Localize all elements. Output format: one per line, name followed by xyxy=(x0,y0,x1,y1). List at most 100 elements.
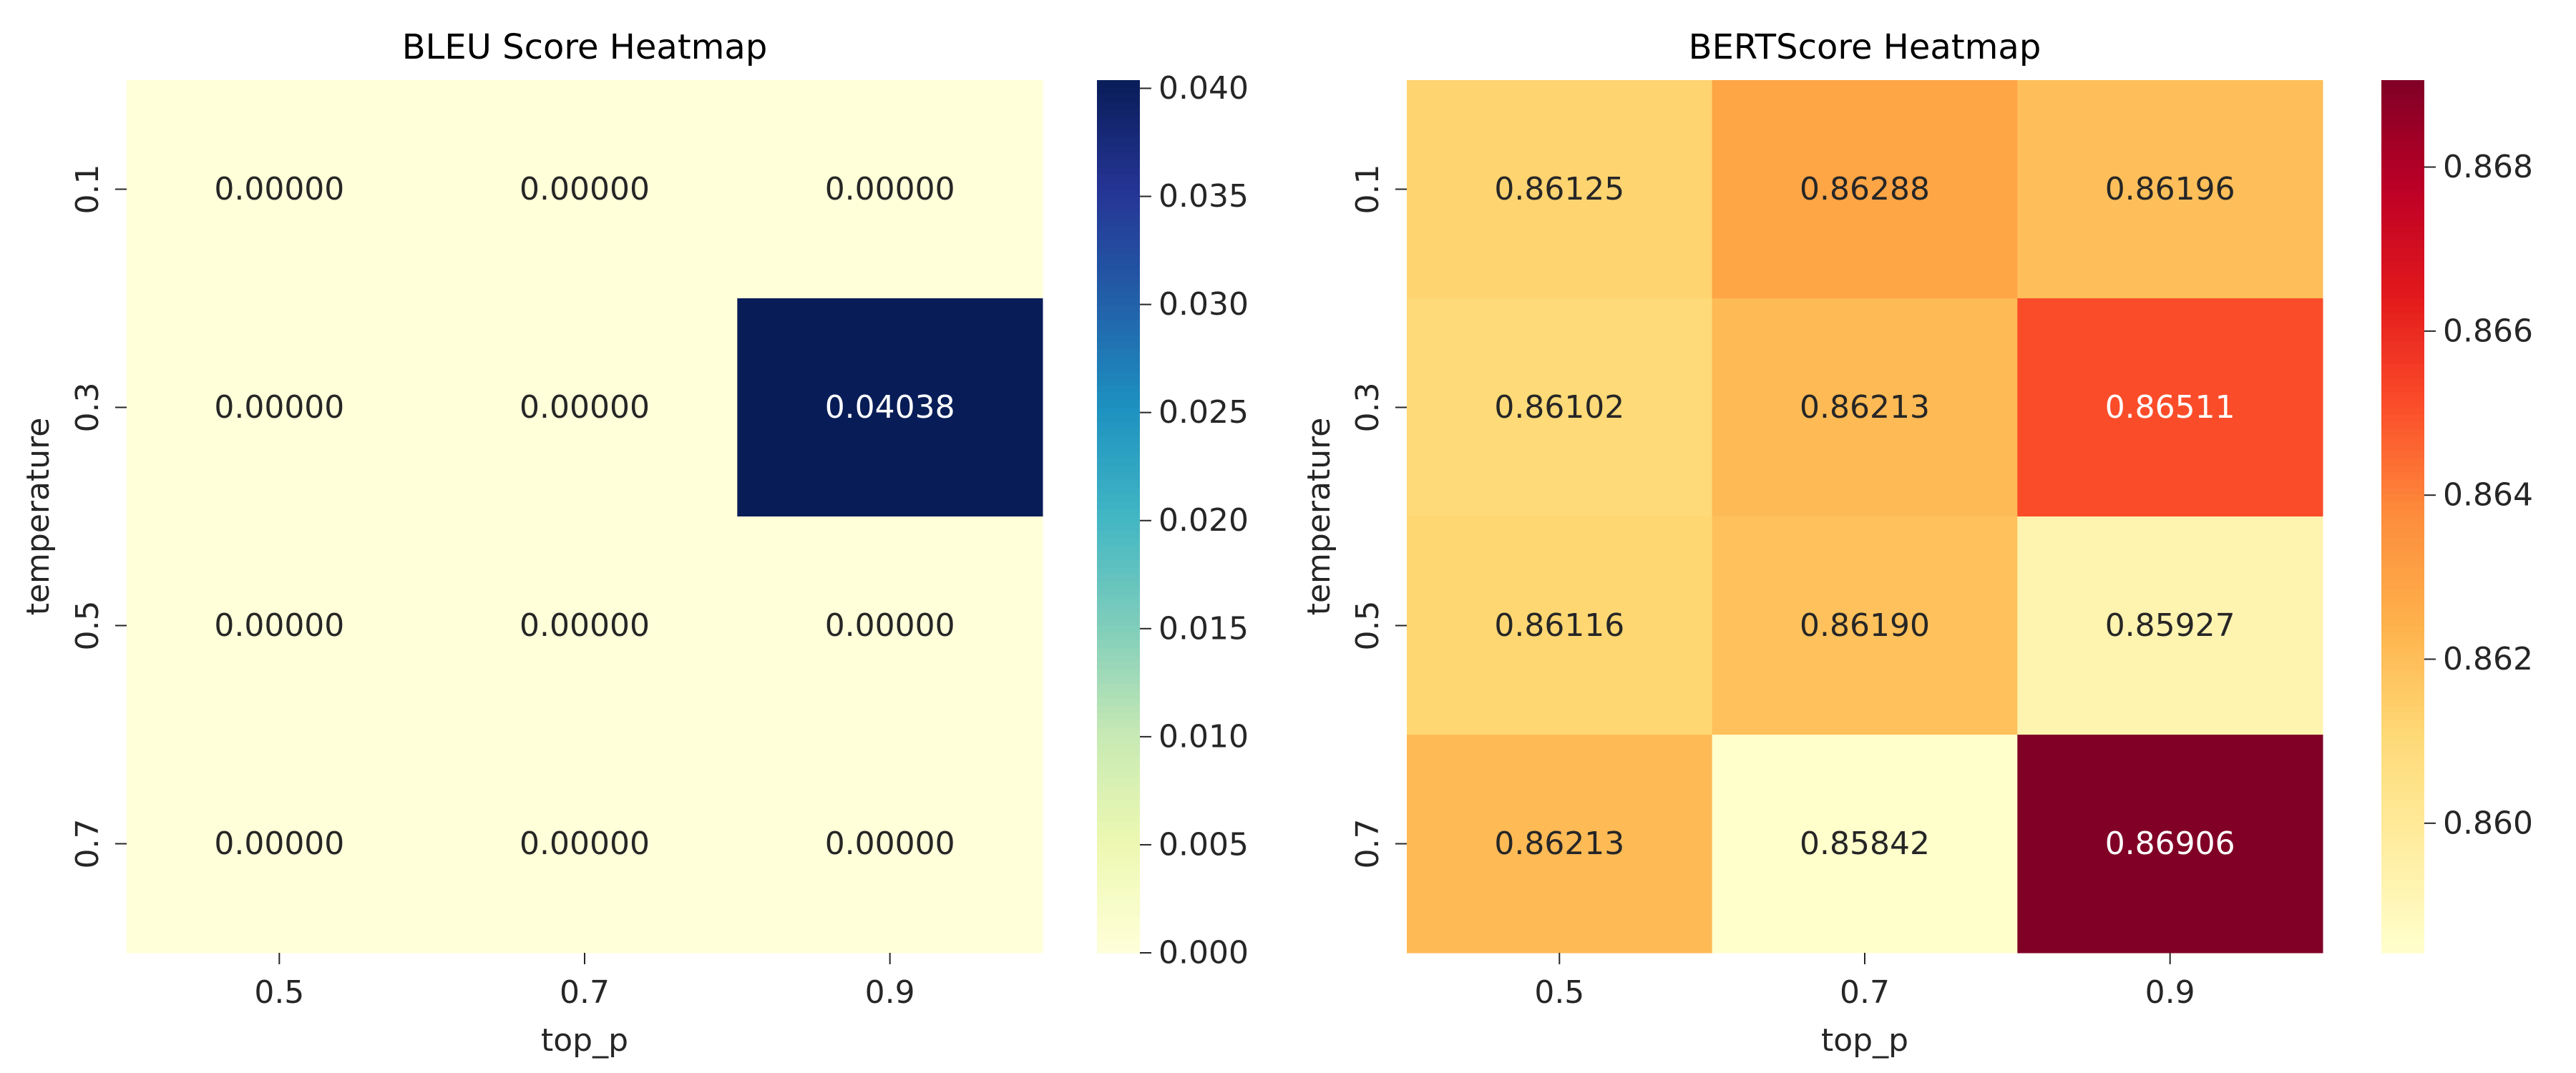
bleu-cell xyxy=(737,516,1043,735)
bertscore-heatmap-panel: 0.86125 0.86288 0.86196 0.86102 0.86213 0.865… xyxy=(1301,27,2533,1059)
bertscore-colorbar-slice xyxy=(2381,225,2424,234)
bleu-colorbar-slice xyxy=(1097,880,1140,888)
bleu-colorbar-slice xyxy=(1097,305,1140,313)
bleu-colorbar-slice xyxy=(1097,131,1140,139)
bertscore-colorbar-slice xyxy=(2381,931,2424,939)
bertscore-colorbar-slice xyxy=(2381,393,2424,401)
bertscore-colorbar-slice xyxy=(2381,138,2424,147)
bertscore-colorbar-slice xyxy=(2381,814,2424,823)
bleu-colorbar-slice xyxy=(1097,465,1140,474)
bleu-colorbar-slice xyxy=(1097,225,1140,234)
bertscore-colorbar-slice xyxy=(2381,938,2424,946)
bleu-colorbar-slice xyxy=(1097,138,1140,147)
bleu-colorbar-slice xyxy=(1097,421,1140,430)
bertscore-colorbar-slice xyxy=(2381,589,2424,597)
bleu-colorbar-slice xyxy=(1097,851,1140,859)
bleu-colorbar-tick-label: 0.005 xyxy=(1158,826,1249,863)
bleu-colorbar-slice xyxy=(1097,218,1140,226)
bertscore-colorbar-slice xyxy=(2381,494,2424,503)
bleu-colorbar-slice xyxy=(1097,793,1140,801)
bleu-colorbar-tick-label: 0.030 xyxy=(1158,286,1249,323)
bleu-cell xyxy=(127,298,433,517)
bertscore-colorbar-slice xyxy=(2381,698,2424,706)
bertscore-colorbar-slice xyxy=(2381,807,2424,815)
bleu-colorbar-slice xyxy=(1097,938,1140,946)
bertscore-colorbar-slice xyxy=(2381,873,2424,881)
bertscore-cell-label: 0.86906 xyxy=(2105,825,2235,862)
bertscore-colorbar-slice xyxy=(2381,770,2424,779)
bleu-colorbar-slice xyxy=(1097,269,1140,278)
bertscore-colorbar-slice xyxy=(2381,560,2424,568)
bertscore-colorbar-slice xyxy=(2381,371,2424,379)
bleu-colorbar-slice xyxy=(1097,945,1140,954)
bertscore-colorbar-slice xyxy=(2381,836,2424,845)
bertscore-colorbar-slice xyxy=(2381,894,2424,903)
bleu-colorbar-slice xyxy=(1097,756,1140,765)
bertscore-colorbar-slice xyxy=(2381,313,2424,321)
bleu-colorbar-slice xyxy=(1097,334,1140,343)
bertscore-colorbar-slice xyxy=(2381,822,2424,830)
bleu-colorbar-slice xyxy=(1097,931,1140,939)
bertscore-colorbar-slice xyxy=(2381,189,2424,197)
bleu-colorbar-slice xyxy=(1097,152,1140,161)
bleu-colorbar-slice xyxy=(1097,290,1140,299)
bleu-y-tick-label: 0.7 xyxy=(69,819,106,869)
bertscore-y-tick-label: 0.3 xyxy=(1350,383,1386,433)
bleu-colorbar-slice xyxy=(1097,611,1140,619)
bertscore-colorbar-slice xyxy=(2381,320,2424,328)
bleu-colorbar-slice xyxy=(1097,342,1140,350)
bertscore-colorbar-slice xyxy=(2381,232,2424,241)
bleu-colorbar-slice xyxy=(1097,102,1140,110)
bertscore-y-tick-label: 0.1 xyxy=(1350,165,1386,215)
bleu-colorbar-slice xyxy=(1097,189,1140,197)
bleu-colorbar-slice xyxy=(1097,349,1140,357)
bleu-colorbar-tick-label: 0.025 xyxy=(1158,394,1249,431)
bertscore-cell xyxy=(1712,298,2018,517)
bleu-cell-label: 0.00000 xyxy=(519,825,650,862)
bleu-colorbar-slice xyxy=(1097,94,1140,103)
bleu-colorbar-slice xyxy=(1097,400,1140,408)
bleu-colorbar-slice xyxy=(1097,894,1140,903)
bleu-colorbar-slice xyxy=(1097,313,1140,321)
bleu-colorbar-slice xyxy=(1097,836,1140,845)
bertscore-colorbar-slice xyxy=(2381,545,2424,554)
bertscore-colorbar-slice xyxy=(2381,516,2424,524)
bleu-colorbar-slice xyxy=(1097,618,1140,627)
bleu-colorbar-slice xyxy=(1097,473,1140,481)
bertscore-y-tick-label: 0.5 xyxy=(1350,601,1386,651)
bertscore-colorbar-slice xyxy=(2381,735,2424,743)
bleu-colorbar-slice xyxy=(1097,255,1140,263)
bleu-colorbar-slice xyxy=(1097,822,1140,830)
bertscore-x-tick-label: 0.9 xyxy=(2145,974,2195,1011)
bleu-colorbar-slice xyxy=(1097,604,1140,612)
bleu-y-tick-label: 0.1 xyxy=(69,165,106,215)
bertscore-cell xyxy=(1712,735,2018,954)
bleu-cell-label: 0.00000 xyxy=(825,825,955,862)
bleu-colorbar-slice xyxy=(1097,167,1140,175)
bertscore-colorbar-slice xyxy=(2381,196,2424,205)
bleu-cell xyxy=(431,735,738,954)
bleu-colorbar-slice xyxy=(1097,866,1140,873)
bertscore-colorbar-slice xyxy=(2381,538,2424,547)
bertscore-colorbar-slice xyxy=(2381,363,2424,372)
bertscore-colorbar-slice xyxy=(2381,916,2424,924)
bleu-colorbar-slice xyxy=(1097,116,1140,124)
bleu-colorbar-tick-label: 0.040 xyxy=(1158,70,1249,107)
bleu-colorbar-slice xyxy=(1097,909,1140,917)
bertscore-cell-label: 0.86190 xyxy=(1800,607,1930,644)
bertscore-colorbar-slice xyxy=(2381,778,2424,786)
bleu-colorbar-slice xyxy=(1097,247,1140,255)
bleu-colorbar-slice xyxy=(1097,552,1140,561)
bertscore-colorbar-slice xyxy=(2381,145,2424,154)
bertscore-cell-label: 0.86102 xyxy=(1494,389,1624,426)
bleu-cell xyxy=(737,298,1043,517)
bertscore-colorbar-slice xyxy=(2381,429,2424,437)
bertscore-colorbar-slice xyxy=(2381,887,2424,896)
bleu-colorbar-slice xyxy=(1097,669,1140,677)
bertscore-colorbar-slice xyxy=(2381,567,2424,575)
bertscore-colorbar-slice xyxy=(2381,945,2424,954)
bertscore-colorbar-slice xyxy=(2381,501,2424,510)
bleu-colorbar-slice xyxy=(1097,386,1140,393)
bleu-colorbar-tick-label: 0.015 xyxy=(1158,610,1249,647)
bleu-cell xyxy=(431,298,738,517)
